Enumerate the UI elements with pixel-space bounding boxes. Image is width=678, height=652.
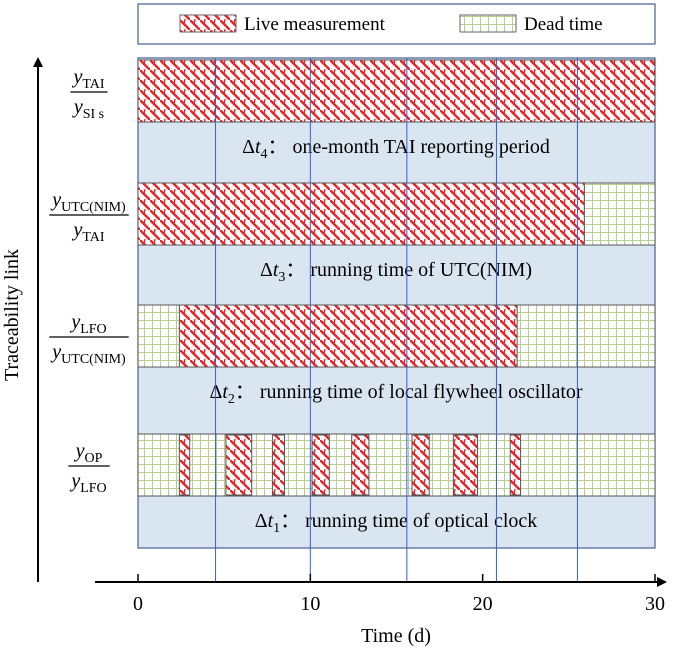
- vlines-layer: [215, 58, 578, 582]
- caption-text: ： running time of optical clock: [280, 510, 537, 532]
- live-segment-1: [137, 59, 656, 123]
- caption-t: t: [268, 510, 274, 532]
- live-segment-8: [509, 434, 522, 496]
- live-segment-1: [178, 304, 518, 368]
- numerator-sub: TAI: [82, 77, 105, 92]
- caption-sub: 2: [228, 392, 235, 407]
- fraction-numerator: yLFO: [69, 311, 106, 337]
- row-4: Δt1： running time of optical clockyOPyLF…: [68, 433, 656, 536]
- row-caption: Δt1： running time of optical clock: [255, 510, 538, 536]
- row-1: Δt4： one-month TAI reporting periodyTAIy…: [70, 59, 656, 162]
- caption-text: ： one-month TAI reporting period: [268, 136, 550, 158]
- caption-text: ： running time of local flywheel oscilla…: [235, 381, 583, 403]
- live-segment-3: [271, 434, 285, 496]
- live-segment-1: [137, 182, 585, 246]
- caption-t: t: [273, 259, 279, 281]
- dead-time-bar: [137, 433, 656, 497]
- caption-sub: 4: [261, 147, 268, 162]
- numerator-base: y: [50, 189, 61, 211]
- caption-delta: Δ: [255, 510, 268, 532]
- denominator-sub: TAI: [82, 230, 105, 245]
- denominator-base: y: [69, 470, 80, 492]
- x-axis-label: Time (d): [361, 625, 431, 647]
- caption-t: t: [255, 136, 261, 158]
- row-caption: Δt3： running time of UTC(NIM): [260, 259, 532, 285]
- denominator-base: y: [71, 219, 82, 241]
- legend-swatch-dead: [459, 14, 517, 33]
- numerator-base: y: [69, 311, 80, 333]
- denominator-base: y: [72, 96, 83, 118]
- denominator-sub: LFO: [80, 481, 106, 496]
- x-tick-label: 30: [645, 593, 665, 615]
- x-tick-label: 10: [300, 593, 320, 615]
- denominator-base: y: [50, 341, 61, 363]
- caption-sub: 1: [273, 521, 280, 536]
- numerator-sub: OP: [84, 451, 102, 466]
- fraction-denominator: yTAI: [71, 219, 104, 245]
- rows-layer: Δt4： one-month TAI reporting periodyTAIy…: [49, 59, 656, 536]
- live-segment-1: [178, 434, 191, 496]
- caption-text: ： running time of UTC(NIM): [285, 259, 532, 281]
- fraction-label: yUTC(NIM)yTAI: [49, 189, 129, 245]
- row-caption: Δt2： running time of local flywheel osci…: [209, 381, 582, 407]
- x-tick-label: 20: [473, 593, 493, 615]
- denominator-sub: SI s: [83, 107, 104, 122]
- numerator-base: y: [71, 66, 82, 88]
- live-segment-6: [411, 434, 430, 496]
- fraction-numerator: yUTC(NIM): [50, 189, 126, 215]
- caption-t: t: [222, 381, 228, 403]
- numerator-sub: LFO: [80, 322, 106, 337]
- row-caption: Δt4： one-month TAI reporting period: [242, 136, 550, 162]
- fraction-denominator: ySI s: [72, 96, 104, 122]
- live-segment-7: [452, 434, 478, 496]
- legend-label-dead: Dead time: [524, 14, 603, 35]
- caption-sub: 3: [278, 270, 285, 285]
- caption-delta: Δ: [242, 136, 255, 158]
- caption-delta: Δ: [260, 259, 273, 281]
- live-segment-4: [311, 434, 330, 496]
- denominator-sub: UTC(NIM): [61, 352, 126, 367]
- legend: Live measurement Dead time: [137, 3, 656, 45]
- row-3: Δt2： running time of local flywheel osci…: [49, 304, 656, 407]
- numerator-base: y: [74, 440, 85, 462]
- legend-label-live: Live measurement: [244, 14, 386, 35]
- live-segment-5: [351, 434, 370, 496]
- fraction-denominator: yLFO: [69, 470, 106, 496]
- live-segment-2: [225, 434, 253, 496]
- fraction-numerator: yOP: [74, 440, 103, 466]
- fraction-denominator: yUTC(NIM): [50, 341, 126, 367]
- row-2: Δt3： running time of UTC(NIM)yUTC(NIM)yT…: [49, 182, 656, 285]
- y-axis-label: Traceability link: [1, 249, 23, 381]
- x-tick-label: 0: [133, 593, 143, 615]
- numerator-sub: UTC(NIM): [61, 200, 126, 215]
- fraction-numerator: yTAI: [71, 66, 104, 92]
- legend-swatch-live: [179, 14, 237, 33]
- x-ticks: 0 10 20 30: [133, 574, 665, 615]
